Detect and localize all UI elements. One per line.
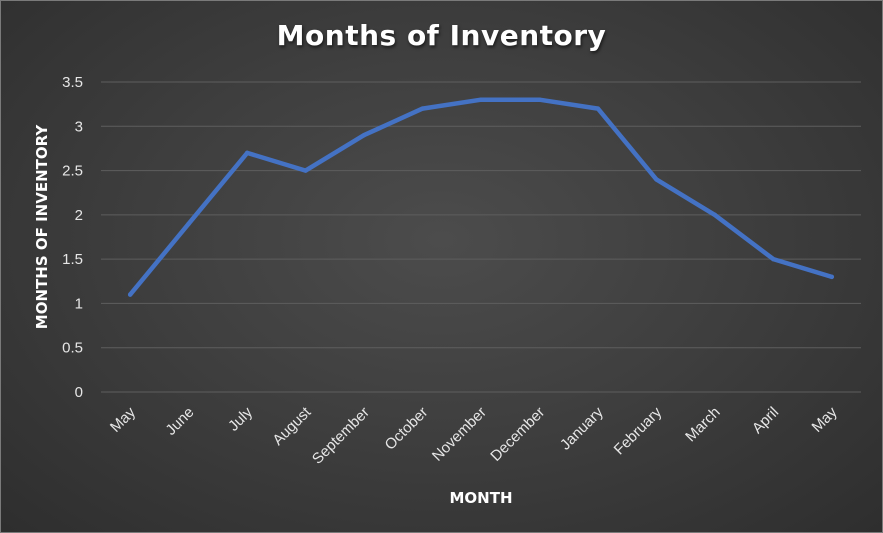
x-tick-label: July [225, 403, 256, 434]
data-point [128, 292, 133, 297]
data-point [186, 221, 191, 226]
series-line [127, 97, 835, 297]
data-point [712, 212, 718, 218]
chart-title: Months of Inventory [276, 19, 607, 52]
y-tick-label: 2.5 [62, 163, 83, 180]
x-tick-label: September [309, 404, 373, 468]
data-point [361, 132, 367, 138]
y-tick-label: 0 [75, 384, 83, 401]
x-tick-label: April [749, 404, 782, 437]
data-point [654, 177, 659, 182]
y-tick-label: 3.5 [62, 74, 83, 91]
data-point [303, 168, 308, 173]
x-tick-label: January [557, 403, 607, 453]
x-tick-label: October [382, 404, 432, 454]
y-tick-label: 3 [75, 118, 83, 135]
x-tick-label: March [682, 404, 723, 445]
x-tick-label: August [269, 403, 315, 449]
data-point [829, 274, 834, 280]
data-point [478, 97, 484, 102]
y-tick-label: 0.5 [62, 340, 83, 357]
data-point [771, 256, 776, 262]
x-tick-label: November [429, 404, 490, 465]
data-point [595, 106, 601, 111]
data-point [537, 97, 542, 102]
y-tick-label: 2 [75, 207, 83, 224]
x-tick-label: June [162, 404, 197, 439]
x-tick-label: February [611, 403, 666, 458]
data-point [420, 106, 425, 111]
y-tick-label: 1.5 [62, 251, 83, 268]
x-axis-title: MONTH [449, 489, 512, 507]
x-tick-label: December [487, 404, 548, 465]
x-tick-label: May [809, 403, 841, 435]
y-tick-label: 1 [75, 295, 83, 312]
x-tick-label: May [107, 403, 139, 435]
y-axis-title: MONTHS OF INVENTORY [33, 124, 51, 330]
data-point [244, 150, 250, 156]
